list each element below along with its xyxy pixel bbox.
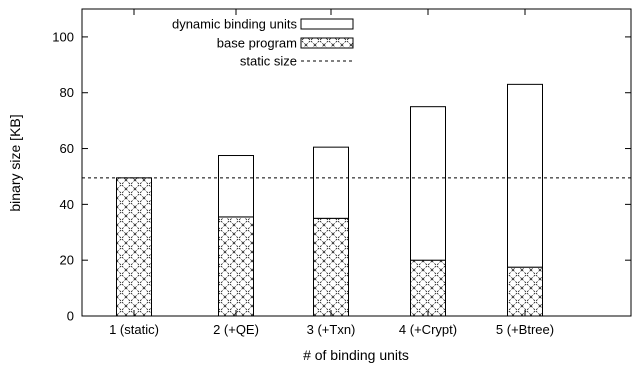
legend: dynamic binding units base program static … [172,17,354,69]
x-tick-label: 2 (+QE) [213,322,259,337]
legend-label: dynamic binding units [172,17,298,32]
bar-base-program-3 [313,217,349,317]
y-tick-label: 20 [60,253,74,268]
y-tick-label: 40 [60,197,74,212]
bars [116,83,543,317]
legend-swatch-base-program [300,37,354,49]
x-tick-label: 3 (+Txn) [307,322,356,337]
y-axis-title: binary size [KB] [7,114,23,211]
bar-base-program-1 [116,177,152,317]
bar-dynamic-binding-units-2 [218,155,254,218]
y-tick-label: 0 [67,309,74,324]
bar-base-program-2 [218,216,254,317]
bar-base-program-5 [507,266,543,317]
x-tick-label: 4 (+Crypt) [399,322,457,337]
plot-frame [81,8,632,317]
x-axis-title: # of binding units [303,347,409,363]
legend-label: base program [217,36,297,51]
x-tick-label: 5 (+Btree) [496,322,554,337]
bar-base-program-4 [410,259,446,317]
y-tick-label: 60 [60,141,74,156]
bar-dynamic-binding-units-5 [507,83,543,268]
y-tick-label: 100 [52,29,74,44]
y-tick-label: 80 [60,85,74,100]
legend-swatch-dynamic-binding-units [300,18,354,30]
bar-dynamic-binding-units-4 [410,106,446,261]
bar-dynamic-binding-units-3 [313,146,349,219]
x-axis: 1 (static) 2 (+QE) 3 (+Txn) 4 (+Crypt) 5 (+B… [109,9,554,337]
y-axis: 0 20 40 60 80 100 [52,29,631,324]
x-tick-label: 1 (static) [109,322,159,337]
legend-label: static size [240,54,297,69]
